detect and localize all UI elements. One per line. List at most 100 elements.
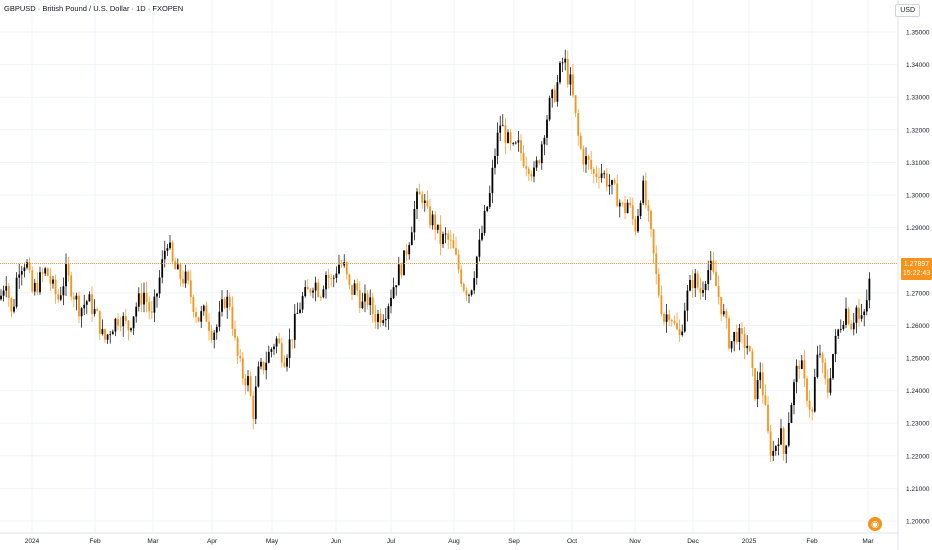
candle-body [800, 360, 803, 369]
candle-body [442, 233, 444, 245]
candle [702, 281, 704, 297]
candle-body [787, 423, 790, 446]
candle [418, 183, 421, 195]
candle [704, 281, 707, 300]
candle-body [197, 317, 200, 322]
candle-body [865, 300, 868, 312]
price-tick-label: 1.34000 [906, 62, 930, 69]
candle-body [548, 98, 551, 120]
candle [364, 284, 366, 313]
candle [595, 165, 598, 184]
candle [465, 287, 468, 301]
candle [273, 343, 275, 356]
time-tick-label: 2024 [25, 538, 40, 545]
candle-body [405, 250, 408, 255]
candle [106, 333, 109, 344]
candle [314, 276, 317, 302]
candle-body [36, 282, 39, 293]
candle-body [686, 290, 689, 311]
candle-body [67, 264, 70, 276]
candle-body [572, 74, 574, 96]
candle [215, 324, 218, 340]
candle-body [80, 308, 83, 317]
candle [46, 267, 49, 277]
candle [759, 362, 762, 389]
candle-body [689, 279, 691, 291]
candle-body [41, 272, 44, 274]
candle [496, 122, 499, 165]
candle-body [860, 315, 863, 319]
candle [728, 315, 730, 351]
time-tick-label: Nov [629, 538, 641, 545]
candle-body [322, 289, 325, 298]
candle [358, 281, 361, 314]
chart-grid [0, 0, 899, 550]
candle [670, 318, 673, 327]
tradingview-logo-icon[interactable]: ◉ [868, 517, 882, 531]
candle-body [205, 305, 208, 322]
candle [460, 265, 463, 287]
candle-body [338, 264, 340, 274]
candle [234, 320, 236, 341]
candle [101, 319, 104, 336]
candle [137, 287, 140, 312]
candle-body [543, 137, 546, 145]
candle-body [566, 58, 569, 85]
candle [738, 323, 741, 351]
candle [390, 289, 392, 314]
candle [639, 200, 642, 220]
candle [447, 230, 450, 250]
candle [153, 289, 156, 323]
candle-body [756, 380, 759, 400]
candle [249, 371, 252, 397]
candle-body [410, 232, 413, 246]
candle [226, 289, 229, 319]
candle [327, 269, 330, 289]
candle [187, 269, 190, 285]
candle [795, 359, 798, 394]
candle-body [122, 316, 125, 327]
candle-body [525, 166, 528, 169]
candle-body [670, 320, 673, 322]
candle-body [488, 193, 491, 207]
candle-body [83, 304, 86, 309]
candle [122, 312, 125, 337]
candle-body [239, 355, 242, 359]
candle [715, 260, 717, 287]
candle [288, 328, 291, 368]
candle-body [691, 279, 694, 289]
candle-body [241, 358, 244, 379]
candle [735, 324, 738, 345]
candle-body [387, 306, 390, 320]
candle [551, 88, 554, 108]
candle [202, 304, 205, 316]
time-tick-label: Feb [89, 538, 101, 545]
candle [507, 129, 509, 144]
candle-body [397, 264, 400, 286]
candle-body [720, 296, 723, 315]
candle-body [371, 297, 374, 315]
candle-body [49, 275, 52, 284]
candle [332, 274, 335, 288]
candle [293, 304, 296, 349]
candle-body [111, 331, 114, 335]
currency-button[interactable]: USD [895, 4, 920, 17]
candle-body [223, 299, 226, 308]
candle-body [598, 176, 600, 178]
candle [657, 268, 660, 298]
candle [371, 292, 374, 324]
candle-body [244, 378, 247, 386]
candle [405, 243, 408, 262]
candle [824, 357, 827, 385]
candle-body [533, 167, 535, 177]
candle [325, 271, 327, 299]
candle [751, 348, 754, 377]
candle [475, 255, 478, 285]
candle-body [793, 382, 795, 406]
candle [322, 285, 325, 299]
candle [616, 174, 619, 207]
candle-body [418, 191, 421, 195]
candle-body [564, 58, 567, 63]
time-axis[interactable]: 2024 Feb Mar Apr May Jun Jul Aug Sep Oct Nov Dec 202… [25, 538, 875, 545]
